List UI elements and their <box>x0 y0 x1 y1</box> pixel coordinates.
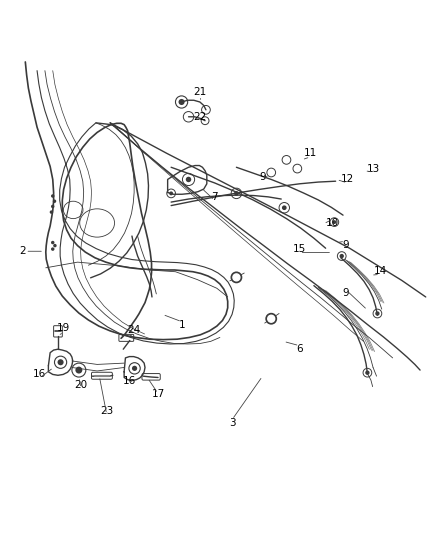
FancyBboxPatch shape <box>142 374 160 380</box>
Text: 7: 7 <box>212 192 218 202</box>
Text: 6: 6 <box>296 344 303 354</box>
Circle shape <box>233 274 240 281</box>
Circle shape <box>231 188 242 199</box>
Circle shape <box>176 96 187 108</box>
Circle shape <box>365 370 370 375</box>
Circle shape <box>51 194 54 198</box>
Circle shape <box>167 189 176 198</box>
Circle shape <box>51 205 54 208</box>
Circle shape <box>266 313 276 324</box>
Circle shape <box>75 367 82 374</box>
Circle shape <box>234 191 239 196</box>
FancyBboxPatch shape <box>119 334 134 341</box>
Text: 22: 22 <box>193 112 206 122</box>
Text: 17: 17 <box>152 389 165 399</box>
Circle shape <box>201 106 210 114</box>
Text: 16: 16 <box>33 369 46 379</box>
Text: 9: 9 <box>342 288 349 297</box>
Circle shape <box>72 363 86 377</box>
Circle shape <box>267 168 276 177</box>
Circle shape <box>54 356 67 368</box>
Circle shape <box>330 218 339 227</box>
Text: 15: 15 <box>293 244 306 254</box>
Circle shape <box>363 368 372 377</box>
Circle shape <box>184 111 194 122</box>
Circle shape <box>53 199 56 203</box>
FancyBboxPatch shape <box>53 326 62 337</box>
Circle shape <box>169 191 173 195</box>
Circle shape <box>293 164 302 173</box>
Text: 10: 10 <box>325 218 339 228</box>
Text: 12: 12 <box>341 174 354 184</box>
Text: 16: 16 <box>123 376 136 386</box>
Circle shape <box>279 203 290 213</box>
FancyBboxPatch shape <box>92 372 113 379</box>
Circle shape <box>375 311 380 316</box>
Text: 21: 21 <box>193 87 206 98</box>
Circle shape <box>57 359 64 365</box>
Circle shape <box>268 315 275 322</box>
Circle shape <box>186 177 191 182</box>
Text: 11: 11 <box>304 148 317 158</box>
Circle shape <box>282 205 286 210</box>
Circle shape <box>339 254 344 258</box>
Circle shape <box>282 156 291 164</box>
Circle shape <box>373 309 382 318</box>
Text: 23: 23 <box>100 406 113 416</box>
Text: 3: 3 <box>229 418 235 428</box>
Circle shape <box>332 220 336 224</box>
Text: 20: 20 <box>74 380 88 390</box>
Text: 24: 24 <box>127 325 141 335</box>
Text: 19: 19 <box>57 324 70 333</box>
Circle shape <box>49 211 53 214</box>
Text: 2: 2 <box>19 246 25 256</box>
Circle shape <box>337 252 346 261</box>
Text: 13: 13 <box>367 164 380 174</box>
Circle shape <box>201 117 209 125</box>
Circle shape <box>129 362 140 374</box>
Circle shape <box>179 99 185 105</box>
Circle shape <box>183 173 194 185</box>
Circle shape <box>231 272 242 282</box>
Text: 14: 14 <box>374 266 387 276</box>
Text: 9: 9 <box>259 172 266 182</box>
Text: 1: 1 <box>179 320 185 330</box>
Circle shape <box>51 247 54 251</box>
Text: 9: 9 <box>342 240 349 250</box>
Circle shape <box>53 244 57 247</box>
Circle shape <box>51 241 54 244</box>
Circle shape <box>132 366 137 371</box>
